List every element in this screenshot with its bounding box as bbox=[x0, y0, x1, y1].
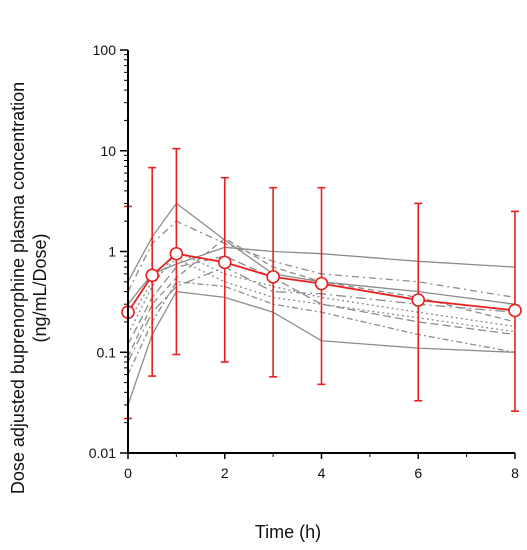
tick-labels-group: 0.01 0.1 1 10 100 0 2 4 6 8 bbox=[89, 42, 519, 481]
y-tick-label-3: 10 bbox=[100, 143, 116, 159]
mean-point-7 bbox=[508, 303, 522, 318]
y-tick-label-1: 0.1 bbox=[97, 344, 117, 360]
mean-point-6 bbox=[411, 293, 426, 307]
mean-point-4 bbox=[266, 270, 280, 284]
x-tick-label-1: 2 bbox=[221, 465, 229, 481]
individual-line-8 bbox=[127, 255, 516, 345]
x-tick-label-3: 6 bbox=[414, 465, 422, 481]
mean-series-group bbox=[121, 147, 522, 420]
y-tick-label-0: 0.01 bbox=[89, 445, 116, 461]
x-axis-title: Time (h) bbox=[255, 522, 321, 542]
mean-point-1 bbox=[145, 268, 159, 283]
individual-line-9 bbox=[127, 257, 516, 333]
individual-line-7 bbox=[127, 281, 516, 375]
mean-point-3 bbox=[217, 255, 232, 270]
axes-group bbox=[120, 49, 516, 459]
y-axis-title-line2: (ng/mL/Dose) bbox=[30, 233, 50, 342]
x-tick-label-2: 4 bbox=[318, 465, 326, 481]
y-tick-label-2: 1 bbox=[108, 244, 116, 260]
y-tick-label-4: 100 bbox=[93, 42, 117, 58]
x-tick-label-0: 0 bbox=[124, 465, 132, 481]
individual-line-10 bbox=[127, 266, 516, 363]
y-axis-title-line1: Dose adjusted buprenorphine plasma conce… bbox=[8, 82, 28, 494]
mean-point-5 bbox=[314, 276, 329, 291]
individual-line-1 bbox=[127, 202, 516, 305]
individual-line-2 bbox=[127, 290, 516, 406]
x-tick-label-4: 8 bbox=[511, 465, 519, 481]
individual-line-5 bbox=[127, 237, 516, 358]
mean-point-2 bbox=[169, 246, 184, 261]
